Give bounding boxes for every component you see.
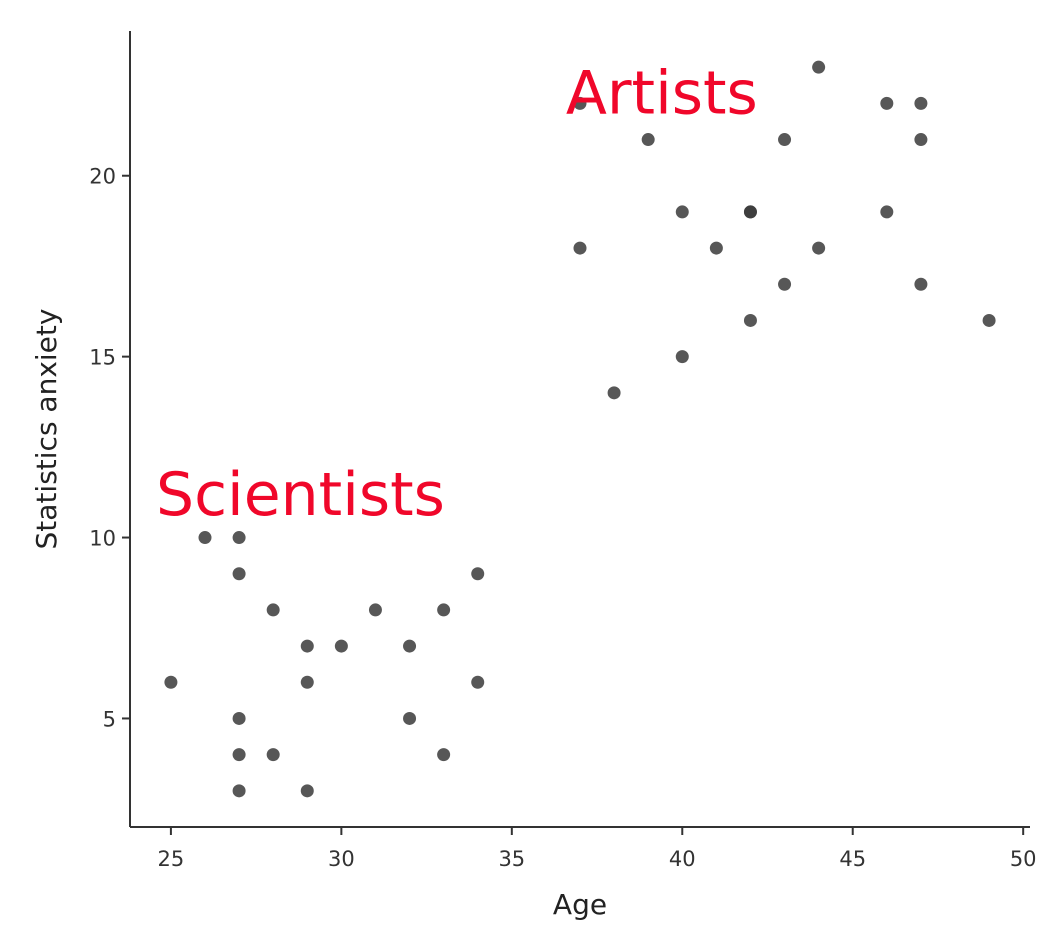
x-tick-label: 40 (669, 847, 696, 871)
data-point (232, 531, 246, 545)
data-point (675, 205, 689, 219)
y-axis-title: Statistics anxiety (30, 309, 63, 550)
x-tick-label: 30 (328, 847, 355, 871)
x-tick-label: 35 (498, 847, 525, 871)
annotation-label: Scientists (156, 460, 445, 530)
data-point (198, 531, 212, 545)
data-point (232, 784, 246, 798)
data-point (880, 96, 894, 110)
data-point (607, 386, 621, 400)
points-layer (164, 60, 996, 798)
data-point (880, 205, 894, 219)
data-point (300, 639, 314, 653)
data-point (778, 277, 792, 291)
data-point (300, 675, 314, 689)
data-point (266, 748, 280, 762)
y-tick-label: 5 (103, 707, 116, 731)
y-ticks-layer: 5 10 15 20 (89, 165, 130, 731)
data-point (300, 784, 314, 798)
x-ticks-layer: 25 30 35 40 45 50 (158, 827, 1037, 871)
data-point (641, 133, 655, 147)
data-point (743, 205, 757, 219)
data-point (743, 313, 757, 327)
data-point (778, 133, 792, 147)
y-tick-label: 10 (89, 527, 116, 551)
data-point (709, 241, 723, 255)
y-tick-label: 20 (89, 165, 116, 189)
x-tick-label: 50 (1010, 847, 1037, 871)
annotations-layer: Artists Scientists (156, 59, 758, 531)
data-point (266, 603, 280, 617)
x-tick-label: 45 (839, 847, 866, 871)
data-point (403, 639, 417, 653)
data-point (437, 603, 451, 617)
data-point (437, 748, 451, 762)
data-point (812, 241, 826, 255)
data-point (164, 675, 178, 689)
data-point (573, 241, 587, 255)
x-axis-title: Age (553, 888, 607, 921)
data-point (914, 133, 928, 147)
data-point (914, 96, 928, 110)
data-point (403, 711, 417, 725)
data-point (368, 603, 382, 617)
data-point (675, 350, 689, 364)
data-point (812, 60, 826, 74)
data-point (232, 748, 246, 762)
data-point (914, 277, 928, 291)
annotation-label: Artists (566, 59, 758, 129)
data-point (471, 675, 485, 689)
data-point (232, 711, 246, 725)
data-point (573, 96, 587, 110)
data-point (232, 567, 246, 581)
data-point (471, 567, 485, 581)
y-tick-label: 15 (89, 346, 116, 370)
data-point (982, 313, 996, 327)
x-tick-label: 25 (158, 847, 185, 871)
data-point (334, 639, 348, 653)
